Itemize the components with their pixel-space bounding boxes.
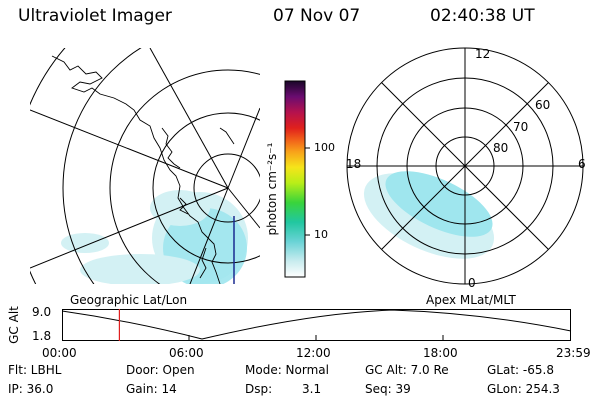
lat-label-80: 80 (493, 141, 509, 155)
glat-readout: GLat: -65.8 (487, 363, 554, 377)
mlt-label-12: 12 (475, 47, 491, 61)
lon-line (30, 109, 229, 189)
timeline-y-label: GC Alt (7, 306, 21, 344)
mode-readout: Mode: Normal (245, 363, 329, 377)
colorbar (284, 80, 310, 278)
timeline-tick-label: 12:00 (296, 346, 331, 360)
time-readout: 02:40:38 UT (430, 6, 535, 26)
polar-plot[interactable] (344, 46, 594, 290)
lat-label-70: 70 (513, 120, 529, 134)
colorbar-unit-label: photon cm⁻²s⁻¹ (265, 142, 279, 236)
lon-line (227, 107, 260, 189)
timeline-tick-label: 23:59 (556, 346, 591, 360)
timeline-tick-label: 18:00 (423, 346, 458, 360)
colorbar-tick-label-100: 100 (314, 141, 335, 154)
dsp-label: Dsp: (245, 382, 273, 396)
altitude-timeline[interactable] (62, 305, 572, 345)
lon-line (149, 48, 229, 189)
mlt-diagonal (381, 82, 549, 250)
timeline-tick-label: 00:00 (42, 346, 77, 360)
lat-label-60: 60 (535, 98, 551, 112)
window-title: Ultraviolet Imager (18, 6, 172, 26)
lat-circle (152, 112, 260, 264)
mlt-label-18: 18 (346, 157, 362, 171)
left-panel-label: Geographic Lat/Lon (70, 293, 188, 307)
colorbar-tick-label-10: 10 (314, 228, 328, 241)
altitude-curve (62, 309, 572, 340)
seq-readout: Seq: 39 (365, 382, 411, 396)
gain-readout: Gain: 14 (126, 382, 177, 396)
dsp-value: 3.1 (302, 382, 322, 396)
mlt-label-6: 6 (578, 157, 586, 171)
glon-readout: GLon: 254.3 (487, 382, 560, 396)
ip-readout: IP: 36.0 (8, 382, 54, 396)
filter-readout: Flt: LBHL (8, 363, 62, 377)
mlt-label-0: 0 (468, 276, 476, 290)
lon-line (227, 187, 260, 229)
timeline-tick-label: 06:00 (169, 346, 204, 360)
gc-alt-readout: GC Alt: 7.0 Re (365, 363, 449, 377)
lat-circle (62, 48, 142, 284)
date-readout: 07 Nov 07 (273, 6, 361, 26)
lon-line (189, 187, 229, 284)
door-readout: Door: Open (126, 363, 195, 377)
right-panel-label: Apex MLat/MLT (426, 293, 516, 307)
lat-circle (109, 69, 260, 284)
geographic-map[interactable] (30, 48, 260, 284)
coastline (51, 55, 221, 284)
lon-line (30, 187, 229, 269)
aurora-oval (385, 171, 493, 237)
lat-circle (193, 153, 260, 223)
timeline-y-high: 9.0 (32, 305, 52, 319)
timeline-y-low: 1.8 (32, 329, 52, 343)
